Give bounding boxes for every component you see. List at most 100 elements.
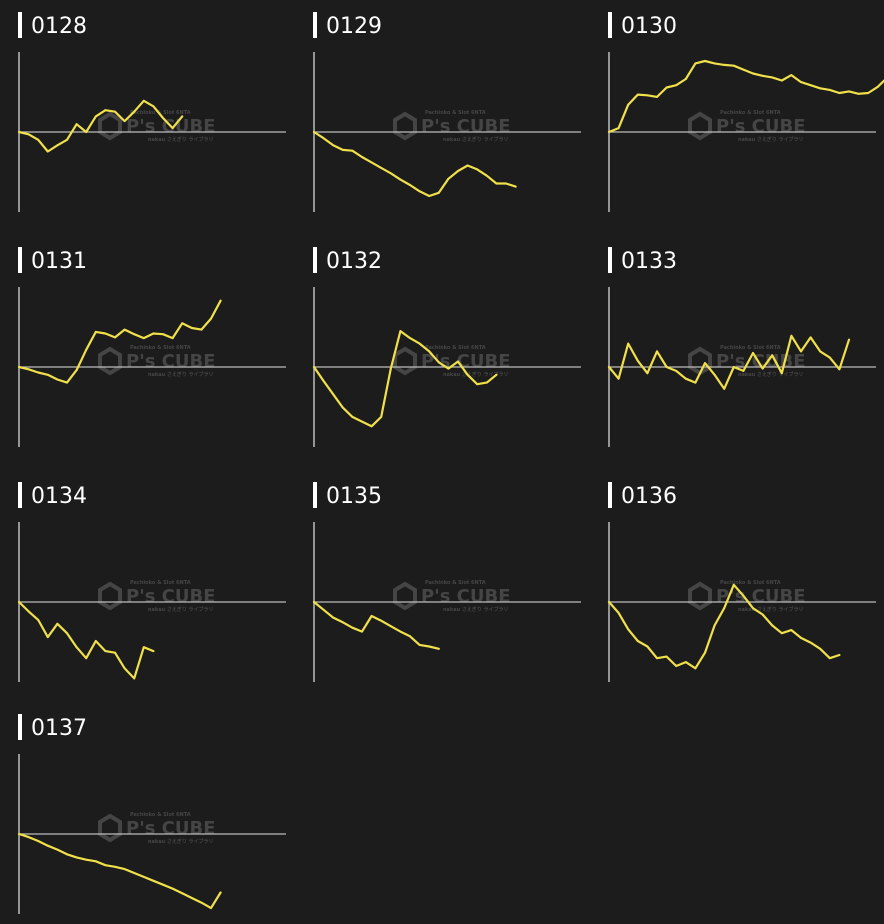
- chart-panel-0136: 0136 Pachinko & Slot 6NTA P's CUBE nakau さえ…: [607, 482, 876, 682]
- data-point: [790, 334, 793, 337]
- data-point: [418, 644, 421, 646]
- chart-title: 0134: [18, 482, 87, 509]
- data-point: [313, 601, 315, 603]
- data-point: [142, 646, 145, 649]
- data-point: [656, 350, 658, 353]
- data-point: [322, 608, 325, 611]
- watermark-subtitle: nakau さえぎり ライブラリ: [443, 371, 509, 378]
- series-line: [607, 59, 884, 134]
- data-point: [627, 103, 630, 106]
- data-point: [162, 883, 164, 886]
- chart-title: 0135: [313, 482, 382, 509]
- data-point: [56, 848, 59, 851]
- watermark-brand: P's CUBE: [126, 818, 216, 839]
- watermark-subtitle: nakau さえぎり ライブラリ: [738, 606, 804, 613]
- data-point: [476, 383, 479, 386]
- data-point: [361, 630, 363, 633]
- data-point: [94, 640, 97, 642]
- data-point: [56, 144, 59, 147]
- data-point: [85, 348, 88, 351]
- data-point: [171, 127, 174, 129]
- data-point: [646, 372, 649, 375]
- data-point: [780, 79, 783, 82]
- data-point: [761, 74, 764, 77]
- data-point: [341, 621, 344, 624]
- data-point: [66, 381, 68, 384]
- series-line: [312, 329, 498, 428]
- data-point: [742, 68, 745, 71]
- data-point: [162, 333, 164, 336]
- data-point: [447, 177, 450, 180]
- data-point: [114, 336, 116, 339]
- data-point: [646, 94, 649, 97]
- data-point: [46, 373, 49, 376]
- data-point: [848, 90, 850, 93]
- chart-title: 0131: [18, 247, 87, 274]
- data-point: [495, 182, 498, 185]
- data-point: [370, 161, 373, 164]
- data-point: [399, 630, 402, 633]
- data-point: [85, 657, 88, 660]
- data-point: [665, 655, 668, 658]
- watermark-tagline: Pachinko & Slot 6NTA: [720, 580, 781, 586]
- cube-logo-icon: [688, 111, 712, 141]
- data-point: [389, 172, 392, 175]
- cube-logo-icon: [393, 346, 417, 376]
- data-point: [656, 657, 658, 660]
- data-point: [684, 661, 687, 663]
- data-point: [313, 131, 315, 133]
- data-point: [704, 651, 706, 654]
- data-point: [819, 647, 822, 650]
- data-point: [828, 356, 831, 359]
- data-point: [636, 359, 639, 362]
- data-point: [370, 425, 373, 428]
- data-point: [771, 354, 774, 357]
- chart-panel-0131: 0131 Pachinko & Slot 6NTA P's CUBE nakau さえ…: [17, 247, 286, 447]
- watermark-brand: P's CUBE: [421, 116, 511, 137]
- data-point: [142, 99, 145, 102]
- data-point: [94, 331, 97, 333]
- data-point: [627, 342, 630, 345]
- cube-logo-icon: [98, 346, 122, 376]
- data-point: [133, 110, 136, 113]
- chart-title: 0137: [18, 714, 87, 741]
- data-point: [123, 328, 126, 331]
- data-point: [514, 185, 517, 188]
- data-point: [27, 836, 30, 838]
- data-point: [752, 352, 754, 354]
- data-point: [742, 370, 745, 372]
- data-point: [608, 601, 610, 603]
- data-point: [66, 853, 68, 856]
- watermark-subtitle: nakau さえぎり ライブラリ: [148, 606, 214, 613]
- cube-logo-icon: [688, 346, 712, 376]
- data-point: [704, 60, 706, 62]
- data-point: [46, 150, 49, 153]
- chart-title: 0130: [608, 12, 677, 39]
- data-point: [675, 84, 678, 87]
- data-point: [332, 393, 335, 396]
- data-point: [27, 133, 30, 136]
- data-point: [142, 337, 145, 339]
- data-point: [838, 654, 841, 656]
- data-point: [389, 625, 392, 628]
- data-point: [46, 636, 49, 638]
- data-point: [485, 174, 488, 177]
- chart-panel-0129: 0129 Pachinko & Slot 6NTA P's CUBE nakau さえ…: [312, 12, 581, 212]
- data-point: [85, 858, 88, 861]
- data-point: [409, 635, 411, 638]
- data-point: [114, 865, 116, 868]
- data-point: [665, 86, 668, 89]
- watermark-subtitle: nakau さえぎり ライブラリ: [443, 136, 509, 143]
- data-point: [809, 84, 812, 87]
- data-point: [780, 372, 783, 375]
- watermark-brand: P's CUBE: [126, 586, 216, 607]
- data-point: [27, 368, 30, 371]
- data-point: [37, 840, 40, 842]
- data-point: [819, 87, 822, 90]
